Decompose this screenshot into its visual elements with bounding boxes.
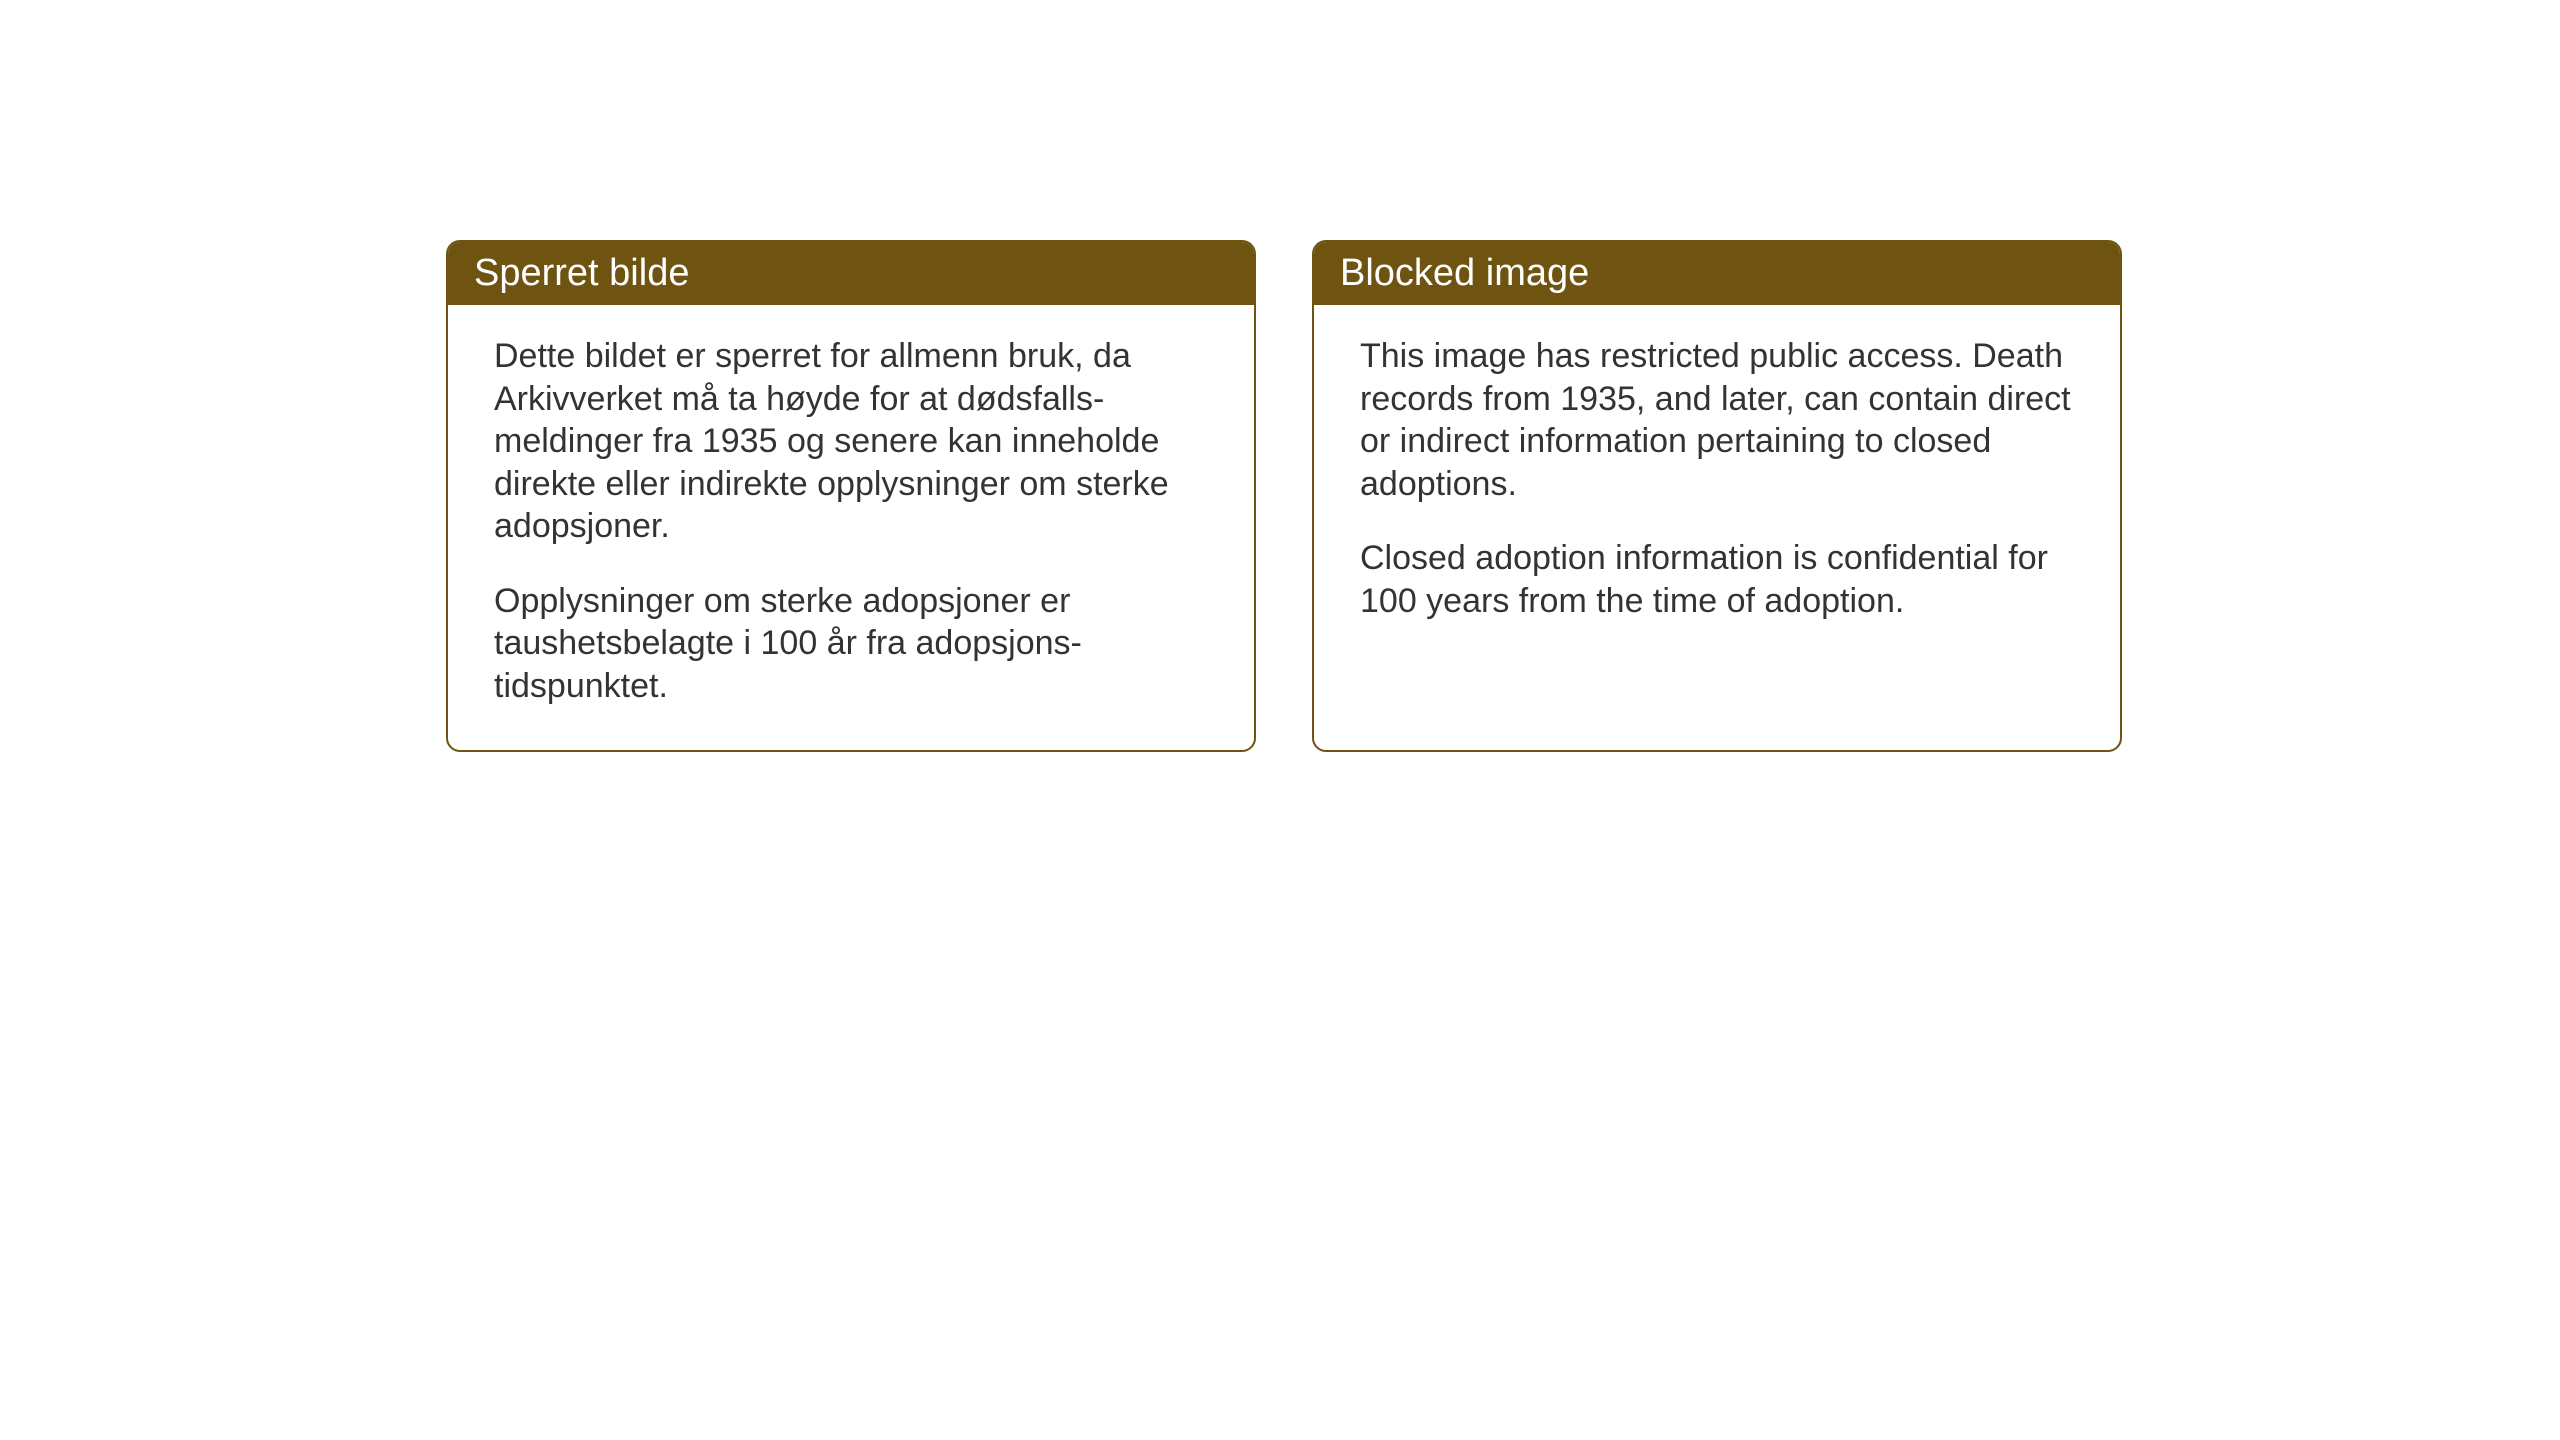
card-english-paragraph-1: This image has restricted public access.… bbox=[1360, 335, 2074, 505]
card-norwegian-title: Sperret bilde bbox=[474, 252, 689, 294]
card-norwegian-header: Sperret bilde bbox=[448, 242, 1254, 305]
card-english-body: This image has restricted public access.… bbox=[1314, 305, 2120, 662]
cards-container: Sperret bilde Dette bildet er sperret fo… bbox=[446, 240, 2122, 752]
card-english-paragraph-2: Closed adoption information is confident… bbox=[1360, 537, 2074, 622]
card-norwegian-paragraph-1: Dette bildet er sperret for allmenn bruk… bbox=[494, 335, 1208, 548]
card-norwegian: Sperret bilde Dette bildet er sperret fo… bbox=[446, 240, 1256, 752]
card-english-title: Blocked image bbox=[1340, 252, 1589, 294]
card-english-header: Blocked image bbox=[1314, 242, 2120, 305]
card-norwegian-paragraph-2: Opplysninger om sterke adopsjoner er tau… bbox=[494, 580, 1208, 708]
card-norwegian-body: Dette bildet er sperret for allmenn bruk… bbox=[448, 305, 1254, 747]
card-english: Blocked image This image has restricted … bbox=[1312, 240, 2122, 752]
